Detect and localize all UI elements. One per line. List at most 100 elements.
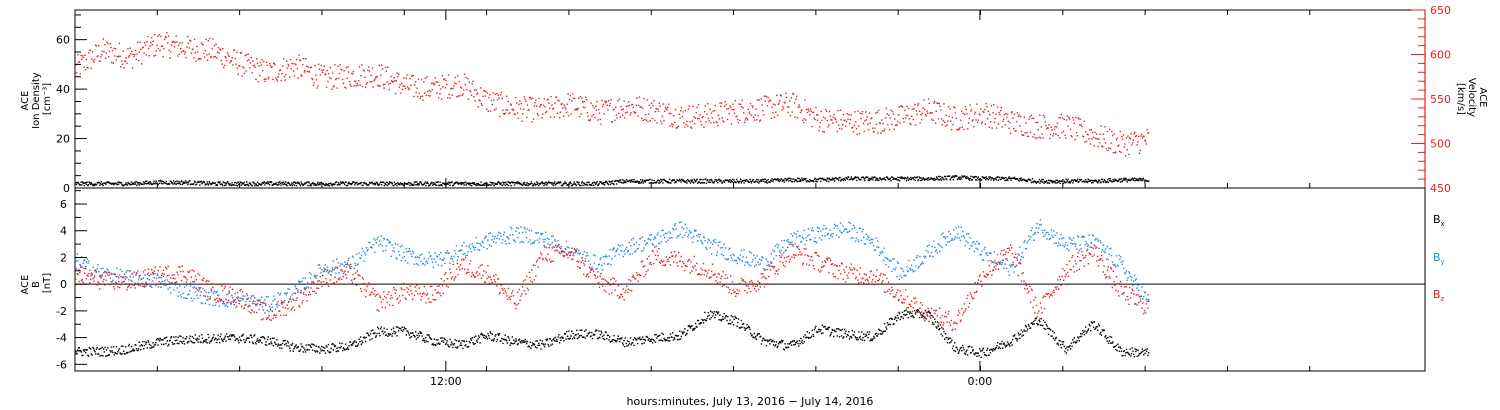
density-point [660, 178, 662, 181]
bx-point [621, 342, 624, 344]
velocity-point [937, 118, 940, 120]
velocity-point [791, 111, 793, 113]
density-point [537, 182, 539, 184]
velocity-point [223, 66, 225, 69]
density-point [832, 178, 834, 181]
bx-point [810, 337, 812, 339]
density-point [347, 182, 349, 185]
bx-point [859, 335, 861, 338]
bx-point [329, 351, 332, 353]
bx-point [1039, 324, 1042, 326]
velocity-point [407, 86, 409, 88]
density-point [738, 182, 740, 184]
by-point [339, 265, 341, 267]
by-point [246, 298, 248, 300]
velocity-point [669, 125, 671, 127]
by-point [105, 279, 107, 281]
density-point [538, 185, 540, 187]
bx-point [291, 344, 293, 346]
bx-point [244, 341, 246, 343]
bx-point [741, 326, 743, 328]
by-point [142, 277, 145, 279]
velocity-point [1048, 124, 1050, 126]
density-point [554, 184, 557, 186]
bx-point [269, 343, 271, 345]
by-point [269, 305, 271, 308]
bx-point [662, 340, 664, 342]
velocity-point [404, 87, 407, 90]
velocity-point [799, 106, 801, 108]
bx-point [1016, 340, 1018, 342]
density-point [974, 175, 976, 178]
bx-point [150, 344, 152, 347]
bx-point [702, 322, 705, 324]
bx-point [206, 339, 208, 341]
density-point [205, 183, 208, 185]
velocity-point [1131, 142, 1134, 144]
density-point [951, 176, 953, 179]
density-point [545, 181, 547, 183]
bx-point [92, 347, 95, 350]
bx-point [568, 338, 571, 340]
by-point [402, 257, 404, 259]
bx-point [1129, 348, 1131, 350]
velocity-point [814, 118, 816, 121]
velocity-point [468, 81, 470, 83]
velocity-point [937, 102, 939, 104]
bx-point [379, 328, 382, 330]
density-point [565, 182, 567, 184]
velocity-point [654, 119, 656, 122]
velocity-point [1107, 149, 1109, 152]
velocity-point [776, 114, 779, 116]
velocity-point [453, 82, 456, 84]
bx-point [380, 326, 383, 328]
bx-point [446, 340, 448, 342]
density-point [960, 178, 962, 180]
by-point [132, 276, 135, 278]
velocity-point [381, 64, 383, 66]
density-point [813, 178, 816, 181]
velocity-point [583, 101, 585, 103]
bx-point [1105, 335, 1107, 337]
density-point [960, 177, 963, 179]
bx-point [248, 341, 251, 343]
density-point [456, 182, 459, 184]
velocity-point [367, 69, 369, 71]
velocity-point [130, 53, 132, 55]
bx-point [765, 344, 768, 347]
velocity-point [434, 77, 437, 79]
bx-point [573, 336, 575, 338]
bx-point [456, 347, 458, 349]
density-point [634, 181, 637, 183]
bx-point [894, 316, 896, 318]
bx-point [341, 342, 343, 345]
density-point [900, 176, 902, 178]
density-point [681, 178, 683, 181]
velocity-point [465, 76, 467, 79]
density-point [413, 184, 415, 186]
bx-point [1027, 328, 1029, 330]
velocity-point [497, 94, 499, 96]
density-point [1094, 180, 1096, 182]
density-point [892, 178, 894, 181]
bx-point [375, 335, 377, 337]
velocity-point [476, 92, 479, 94]
velocity-point [640, 106, 642, 108]
by-point [168, 281, 170, 283]
bx-point [981, 350, 983, 352]
velocity-point [169, 57, 171, 59]
density-point [1039, 182, 1041, 184]
density-point [683, 180, 685, 182]
density-point [473, 182, 475, 184]
bx-point [709, 318, 711, 320]
bx-point [903, 314, 905, 316]
velocity-point [868, 129, 870, 131]
velocity-point [1118, 144, 1120, 146]
density-point [1142, 177, 1144, 179]
density-point [307, 181, 310, 183]
velocity-point [393, 77, 395, 79]
velocity-point [834, 117, 836, 120]
bx-point [359, 336, 362, 338]
by-point [184, 286, 186, 288]
bx-point [921, 314, 924, 316]
